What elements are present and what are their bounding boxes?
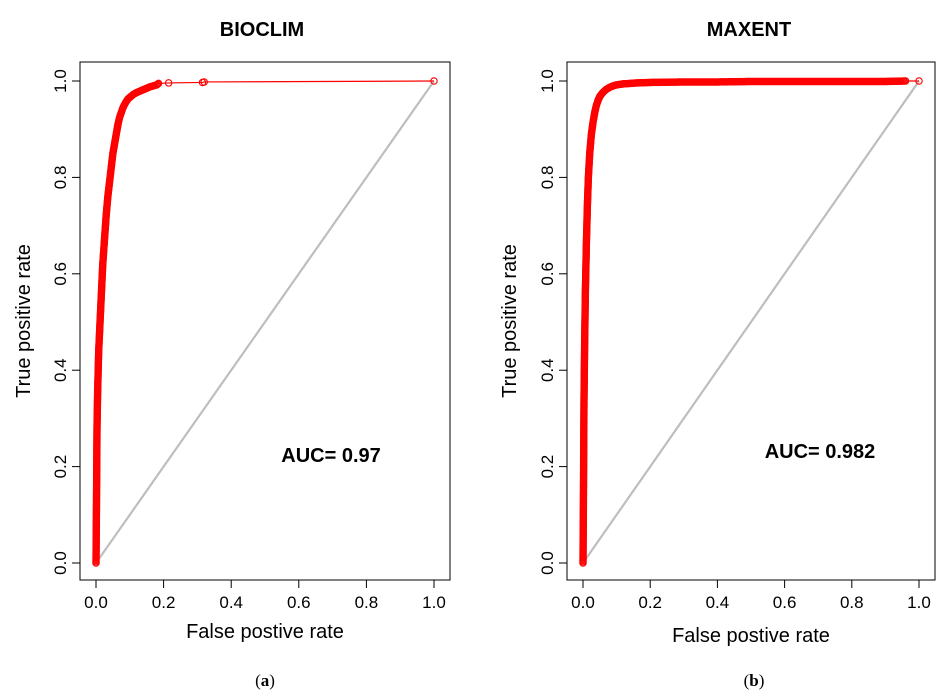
y-tick-label: 0.4: [51, 358, 70, 382]
chart-title: MAXENT: [707, 19, 791, 41]
y-tick-label: 0.2: [538, 455, 557, 479]
x-tick-label: 0.2: [638, 593, 662, 612]
x-tick-label: 0.8: [840, 593, 864, 612]
x-tick-label: 0.4: [706, 593, 730, 612]
x-tick-label: 1.0: [907, 593, 931, 612]
x-tick-label: 0.2: [152, 593, 176, 612]
x-tick-label: 0.8: [355, 593, 379, 612]
y-tick-label: 0.0: [538, 551, 557, 575]
y-tick-label: 1.0: [51, 69, 70, 93]
panel-caption: (a): [255, 671, 275, 690]
y-tick-label: 0.8: [51, 166, 70, 190]
x-tick-label: 0.4: [219, 593, 243, 612]
x-tick-label: 0.0: [84, 593, 108, 612]
reference-diagonal-line: [95, 80, 435, 564]
roc-point: [430, 77, 438, 85]
roc-point: [154, 79, 163, 88]
y-tick-label: 1.0: [538, 69, 557, 93]
roc-panel-2: 0.0 0.2 0.4 0.6 0.8 1.0 0.0 0.2 0.4 0.6 0.8 1.0 MAXE…: [499, 19, 936, 690]
x-tick-label: 0.0: [571, 593, 595, 612]
panel-caption: (b): [744, 671, 765, 690]
y-axis-label: True positive rate: [13, 244, 35, 398]
plot-frame: [79, 61, 451, 581]
y-tick-label: 0.8: [538, 166, 557, 190]
x-tick-label: 0.6: [287, 593, 311, 612]
roc-point: [164, 79, 173, 87]
roc-panel-1: 0.0 0.2 0.4 0.6 0.8 1.0 0.0 0.2 0.4 0.6 0.8 1.0 BIOC…: [13, 19, 451, 690]
roc-point: [901, 77, 910, 85]
chart-title: BIOCLIM: [220, 19, 304, 41]
y-tick-label: 0.6: [538, 262, 557, 286]
y-tick-label: 0.6: [51, 262, 70, 286]
y-axis-label: True positive rate: [499, 244, 521, 398]
x-tick-label: 1.0: [422, 593, 446, 612]
x-tick-label: 0.6: [773, 593, 797, 612]
y-tick-label: 0.4: [538, 358, 557, 382]
auc-annotation: AUC= 0.97: [281, 445, 381, 467]
x-axis-label: False postive rate: [186, 621, 344, 643]
roc-point: [153, 80, 162, 88]
y-tick-label: 0.0: [51, 551, 70, 575]
roc-point: [153, 81, 161, 89]
roc-point: [915, 77, 923, 85]
roc-point: [200, 78, 208, 86]
y-tick-label: 0.2: [51, 455, 70, 479]
x-axis-label: False postive rate: [672, 625, 830, 647]
reference-diagonal-line: [582, 80, 920, 564]
auc-annotation: AUC= 0.982: [765, 441, 876, 463]
plot-frame: [566, 61, 936, 581]
